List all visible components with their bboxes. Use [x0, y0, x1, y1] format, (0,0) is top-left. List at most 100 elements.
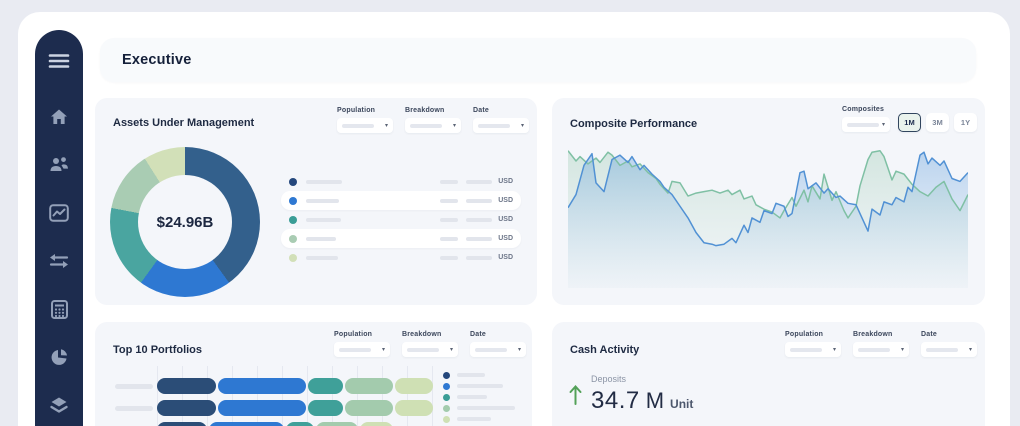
population-filter-label: Population — [337, 107, 376, 114]
composite-blue-line — [568, 152, 968, 245]
row-label-placeholder — [115, 405, 153, 411]
range-button-3m[interactable]: 3M — [926, 113, 949, 132]
legend-value-placeholder — [440, 198, 459, 203]
cash-activity-card: Cash Activity Population ▾ Breakdown ▾ D… — [552, 322, 985, 426]
legend-label-placeholder — [306, 236, 336, 241]
home-icon[interactable] — [42, 100, 76, 134]
population-select[interactable]: ▾ — [337, 118, 393, 133]
pie-chart-icon[interactable] — [42, 340, 76, 374]
select-value-placeholder — [339, 347, 371, 352]
select-value-placeholder — [407, 347, 439, 352]
breakdown-select[interactable]: ▾ — [402, 342, 458, 357]
legend-dot — [289, 234, 297, 243]
select-value-placeholder — [790, 347, 822, 352]
menu-icon[interactable] — [42, 44, 76, 78]
composite-line-chart — [568, 142, 968, 288]
legend-value-placeholder — [466, 217, 493, 222]
layers-icon[interactable] — [42, 388, 76, 422]
legend-dot — [443, 415, 450, 423]
chevron-down-icon: ▾ — [449, 346, 453, 353]
date-select[interactable]: ▾ — [473, 118, 529, 133]
cash-filters: Population ▾ Breakdown ▾ Date ▾ — [785, 331, 977, 357]
legend-item — [443, 381, 515, 391]
date-select[interactable]: ▾ — [470, 342, 526, 357]
chevron-down-icon: ▾ — [384, 122, 388, 129]
users-icon[interactable] — [42, 148, 76, 182]
legend-dot — [443, 371, 450, 379]
top10-portfolios-card: Top 10 Portfolios Population ▾ Breakdown… — [95, 322, 532, 426]
population-select[interactable]: ▾ — [785, 342, 841, 357]
bar-segment — [395, 400, 433, 416]
composites-select[interactable]: ▾ — [842, 117, 890, 132]
legend-value-placeholder — [466, 255, 493, 260]
portfolios-legend — [443, 370, 515, 425]
select-value-placeholder — [858, 347, 890, 352]
legend-item — [443, 370, 515, 380]
portfolio-bar-row — [115, 378, 435, 394]
metric-suffix: M — [645, 388, 665, 413]
legend-dot — [289, 215, 297, 224]
range-button-1m[interactable]: 1M — [898, 113, 921, 132]
range-button-group: 1M 3M 1Y — [898, 113, 977, 132]
transfers-icon[interactable] — [42, 244, 76, 278]
select-value-placeholder — [342, 123, 374, 128]
breakdown-filter-label: Breakdown — [853, 331, 893, 338]
cash-card-title: Cash Activity — [570, 344, 640, 356]
page-title: Executive — [122, 52, 192, 68]
date-select[interactable]: ▾ — [921, 342, 977, 357]
legend-unit: USD — [498, 178, 513, 185]
portfolio-bar-row — [115, 400, 435, 416]
population-select[interactable]: ▾ — [334, 342, 390, 357]
metric-value: 34.7 M Unit — [591, 387, 693, 415]
bar-segment — [157, 400, 216, 416]
legend-unit: USD — [498, 197, 513, 204]
portfolios-filters: Population ▾ Breakdown ▾ Date ▾ — [334, 331, 526, 357]
legend-item: USD — [281, 210, 521, 229]
legend-item: USD — [281, 229, 521, 248]
date-filter-label: Date — [473, 107, 489, 114]
chevron-down-icon: ▾ — [900, 346, 904, 353]
legend-label-placeholder — [306, 217, 341, 222]
portfolios-bar-rows — [115, 378, 435, 426]
population-filter: Population ▾ — [337, 107, 393, 133]
legend-dot — [289, 196, 297, 205]
legend-label-placeholder — [306, 179, 342, 184]
select-value-placeholder — [926, 347, 958, 352]
row-label-placeholder — [115, 383, 153, 389]
legend-dot — [443, 382, 450, 390]
legend-label-placeholder — [306, 198, 339, 203]
bar-segment — [217, 378, 307, 394]
chevron-down-icon: ▾ — [452, 122, 456, 129]
sidebar — [35, 30, 83, 426]
legend-item — [443, 392, 515, 402]
date-filter-label: Date — [921, 331, 937, 338]
legend-item — [443, 403, 515, 413]
legend-label-placeholder — [457, 406, 515, 410]
legend-label-placeholder — [457, 417, 491, 421]
legend-item: USD — [281, 191, 521, 210]
legend-dot — [443, 393, 450, 401]
breakdown-filter: Breakdown ▾ — [402, 331, 458, 357]
metric-unit: Unit — [670, 397, 694, 411]
breakdown-select[interactable]: ▾ — [853, 342, 909, 357]
chevron-down-icon: ▾ — [520, 122, 524, 129]
range-button-1y[interactable]: 1Y — [954, 113, 977, 132]
sidebar-nav — [42, 100, 76, 422]
breakdown-select[interactable]: ▾ — [405, 118, 461, 133]
legend-item — [443, 414, 515, 424]
legend-dot — [443, 404, 450, 412]
page-header: Executive — [100, 38, 976, 82]
bar-segment — [315, 422, 358, 426]
select-value-placeholder — [478, 123, 510, 128]
breakdown-filter: Breakdown ▾ — [405, 107, 461, 133]
legend-dot — [289, 177, 297, 186]
bar-segment — [209, 422, 285, 426]
metric-number: 34.7 — [591, 387, 640, 414]
performance-chart-icon[interactable] — [42, 196, 76, 230]
bar-segment — [286, 422, 314, 426]
bar-segment — [345, 400, 394, 416]
chevron-down-icon: ▾ — [381, 346, 385, 353]
calculator-icon[interactable] — [42, 292, 76, 326]
bar-segment — [217, 400, 307, 416]
